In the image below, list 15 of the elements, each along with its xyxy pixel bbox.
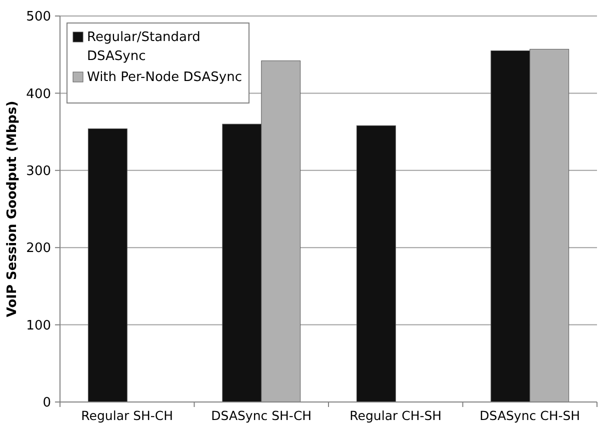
legend-label: With Per-Node DSASync (87, 70, 242, 85)
x-tick-label: DSASync CH-SH (480, 408, 580, 423)
y-tick-label: 300 (26, 164, 51, 179)
y-tick-label: 400 (26, 86, 51, 102)
y-tick-label: 100 (26, 318, 51, 334)
y-tick-label: 200 (26, 241, 51, 256)
x-tick-label: Regular CH-SH (350, 408, 442, 423)
y-tick-label: 0 (42, 396, 51, 411)
y-tick-label: 500 (26, 10, 51, 25)
x-tick-label: Regular SH-CH (81, 408, 174, 423)
legend-label: Regular/Standard DSASync (87, 30, 200, 64)
x-tick-label: DSASync SH-CH (211, 408, 312, 423)
y-axis-title: VoIP Session Goodput (Mbps) (5, 100, 20, 318)
bar (88, 128, 128, 402)
bar (356, 125, 396, 402)
